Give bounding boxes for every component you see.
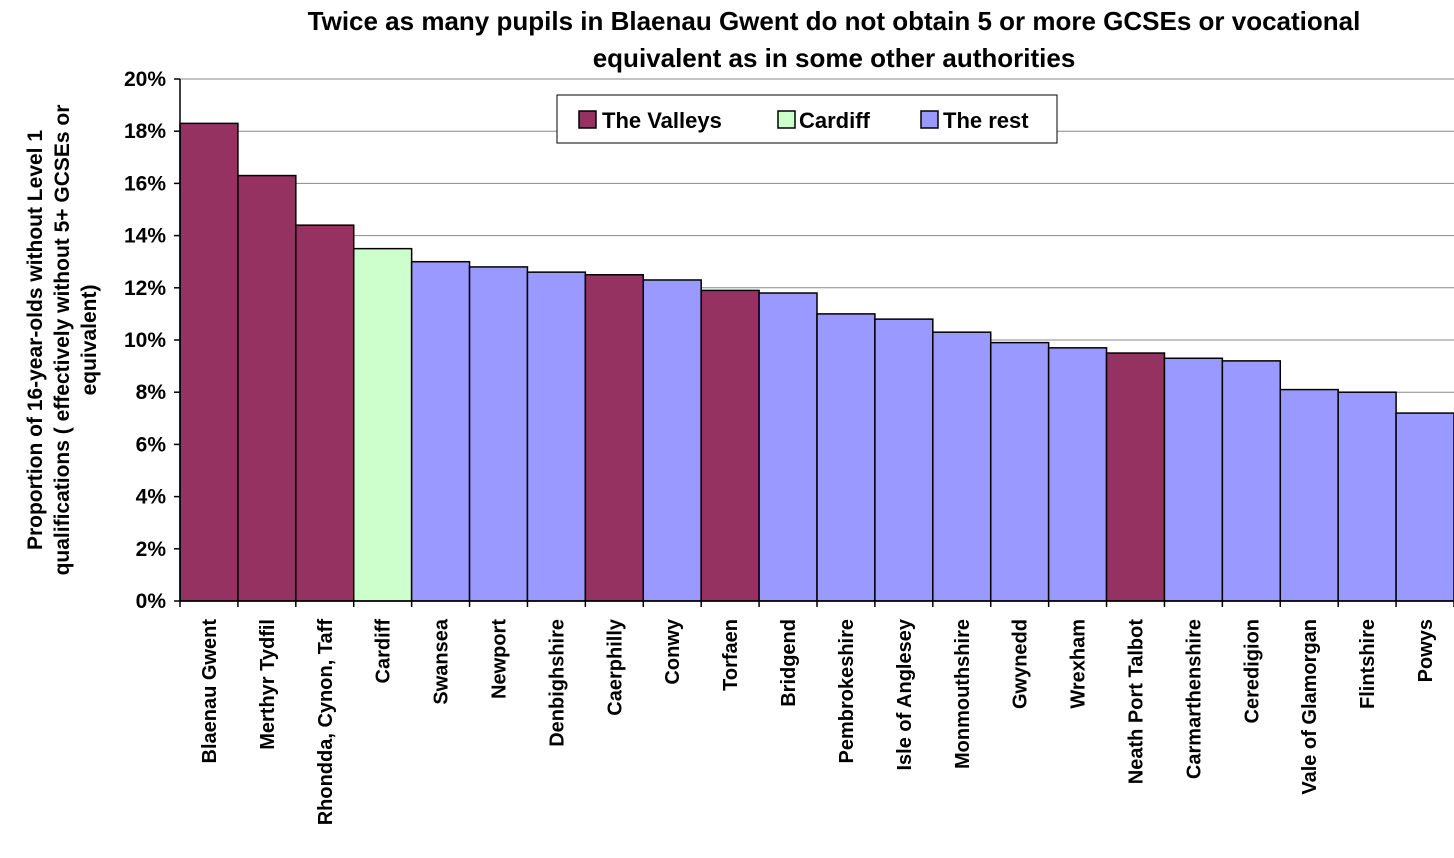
x-tick-label: Cardiff (373, 619, 395, 684)
legend-swatch-the-rest (920, 110, 939, 129)
bar-flintshire (1337, 391, 1397, 602)
bar-vale-of-glamorgan (1279, 388, 1339, 602)
bar-gwynedd (989, 341, 1050, 602)
bar-bridgend (758, 292, 818, 602)
y-tick-labels: 0% 2% 4% 6% 8% 10% 12% 14% 16% 18% 20% (124, 68, 166, 613)
x-tick-label: Blaenau Gwent (199, 619, 221, 764)
y-axis-title-line-2: qualifications ( effectively without 5+ … (51, 105, 74, 576)
legend-swatch-cardiff (777, 110, 796, 129)
x-tick-label: Neath Port Talbot (1126, 619, 1148, 785)
bar-merthyr-tydfil (237, 174, 297, 602)
y-tick-label: 14% (124, 225, 166, 248)
bar-pembrokeshire (816, 313, 876, 602)
legend-swatch-the-valleys (578, 110, 597, 129)
x-tick-label: Ceredigion (1241, 619, 1263, 723)
x-tick-label: Monmouthshire (952, 619, 974, 769)
x-tick-label: Denbighshire (546, 619, 568, 747)
bar-denbighshire (526, 271, 587, 602)
bar-ceredigion (1221, 360, 1282, 602)
x-tick-label: Torfaen (720, 619, 742, 691)
bar-torfaen (700, 289, 760, 602)
x-tick-label: Conwy (662, 618, 684, 684)
bar-monmouthshire (932, 331, 992, 602)
x-tick-label: Bridgend (778, 619, 800, 707)
chart-title-line-2: equivalent as in some other authorities (593, 43, 1076, 73)
bar-caerphilly (584, 274, 645, 602)
bar-conwy (642, 279, 702, 602)
x-tick-label: Isle of Anglesey (894, 618, 916, 770)
x-tick-label: Wrexham (1068, 619, 1090, 709)
bars (179, 122, 1454, 602)
bar-newport (468, 266, 529, 602)
bar-neath-port-talbot (1105, 352, 1166, 602)
y-tick-label: 8% (136, 381, 167, 404)
legend: The Valleys Cardiff The rest (556, 94, 1058, 144)
y-tick-label: 20% (124, 68, 166, 91)
bar-wrexham (1047, 347, 1108, 602)
bar-blaenau-gwent (179, 122, 239, 602)
axes (179, 79, 1454, 607)
y-axis-title-line-3: equivalent) (78, 285, 101, 396)
x-tick-label: Flintshire (1357, 619, 1379, 709)
bar-isle-of-anglesey (874, 318, 934, 602)
y-tick-label: 4% (136, 486, 167, 509)
x-tick-label: Rhondda, Cynon, Taff (315, 619, 337, 826)
x-tick-label: Gwynedd (1010, 619, 1032, 709)
x-tick-labels: Blaenau Gwent Merthyr Tydfil Rhondda, Cyno… (199, 618, 1437, 825)
bar-carmarthenshire (1163, 357, 1224, 602)
y-tick-label: 10% (124, 329, 166, 352)
y-tick-label: 18% (124, 120, 166, 143)
y-axis-title: Proportion of 16-year-olds without Level… (24, 105, 101, 576)
x-tick-label: Newport (489, 619, 511, 699)
x-tick-label: Powys (1415, 619, 1437, 682)
legend-box (556, 94, 1058, 144)
x-tick-label: Caerphilly (604, 618, 626, 716)
y-tick-label: 12% (124, 277, 166, 300)
chart-title: Twice as many pupils in Blaenau Gwent do… (308, 6, 1361, 73)
y-tick-label: 0% (136, 590, 167, 613)
bar-swansea (410, 260, 471, 602)
y-tick-label: 6% (136, 433, 167, 456)
x-tick-label: Carmarthenshire (1183, 619, 1205, 779)
legend-label-the-valleys: The Valleys (602, 108, 722, 133)
y-tick-label: 16% (124, 172, 166, 195)
x-tick-label: Pembrokeshire (836, 619, 858, 764)
x-tick-label: Vale of Glamorgan (1299, 619, 1321, 795)
bar-rhondda-cynon-taff (295, 224, 355, 602)
legend-label-cardiff: Cardiff (799, 108, 871, 133)
bar-powys (1395, 412, 1454, 602)
x-tick-label: Swansea (431, 618, 453, 704)
legend-label-the-rest: The rest (943, 108, 1029, 133)
y-axis-title-line-1: Proportion of 16-year-olds without Level… (24, 130, 47, 550)
bar-cardiff (352, 247, 413, 602)
y-tick-label: 2% (136, 538, 167, 561)
x-tick-label: Merthyr Tydfil (257, 619, 279, 750)
chart-title-line-1: Twice as many pupils in Blaenau Gwent do… (308, 6, 1361, 36)
